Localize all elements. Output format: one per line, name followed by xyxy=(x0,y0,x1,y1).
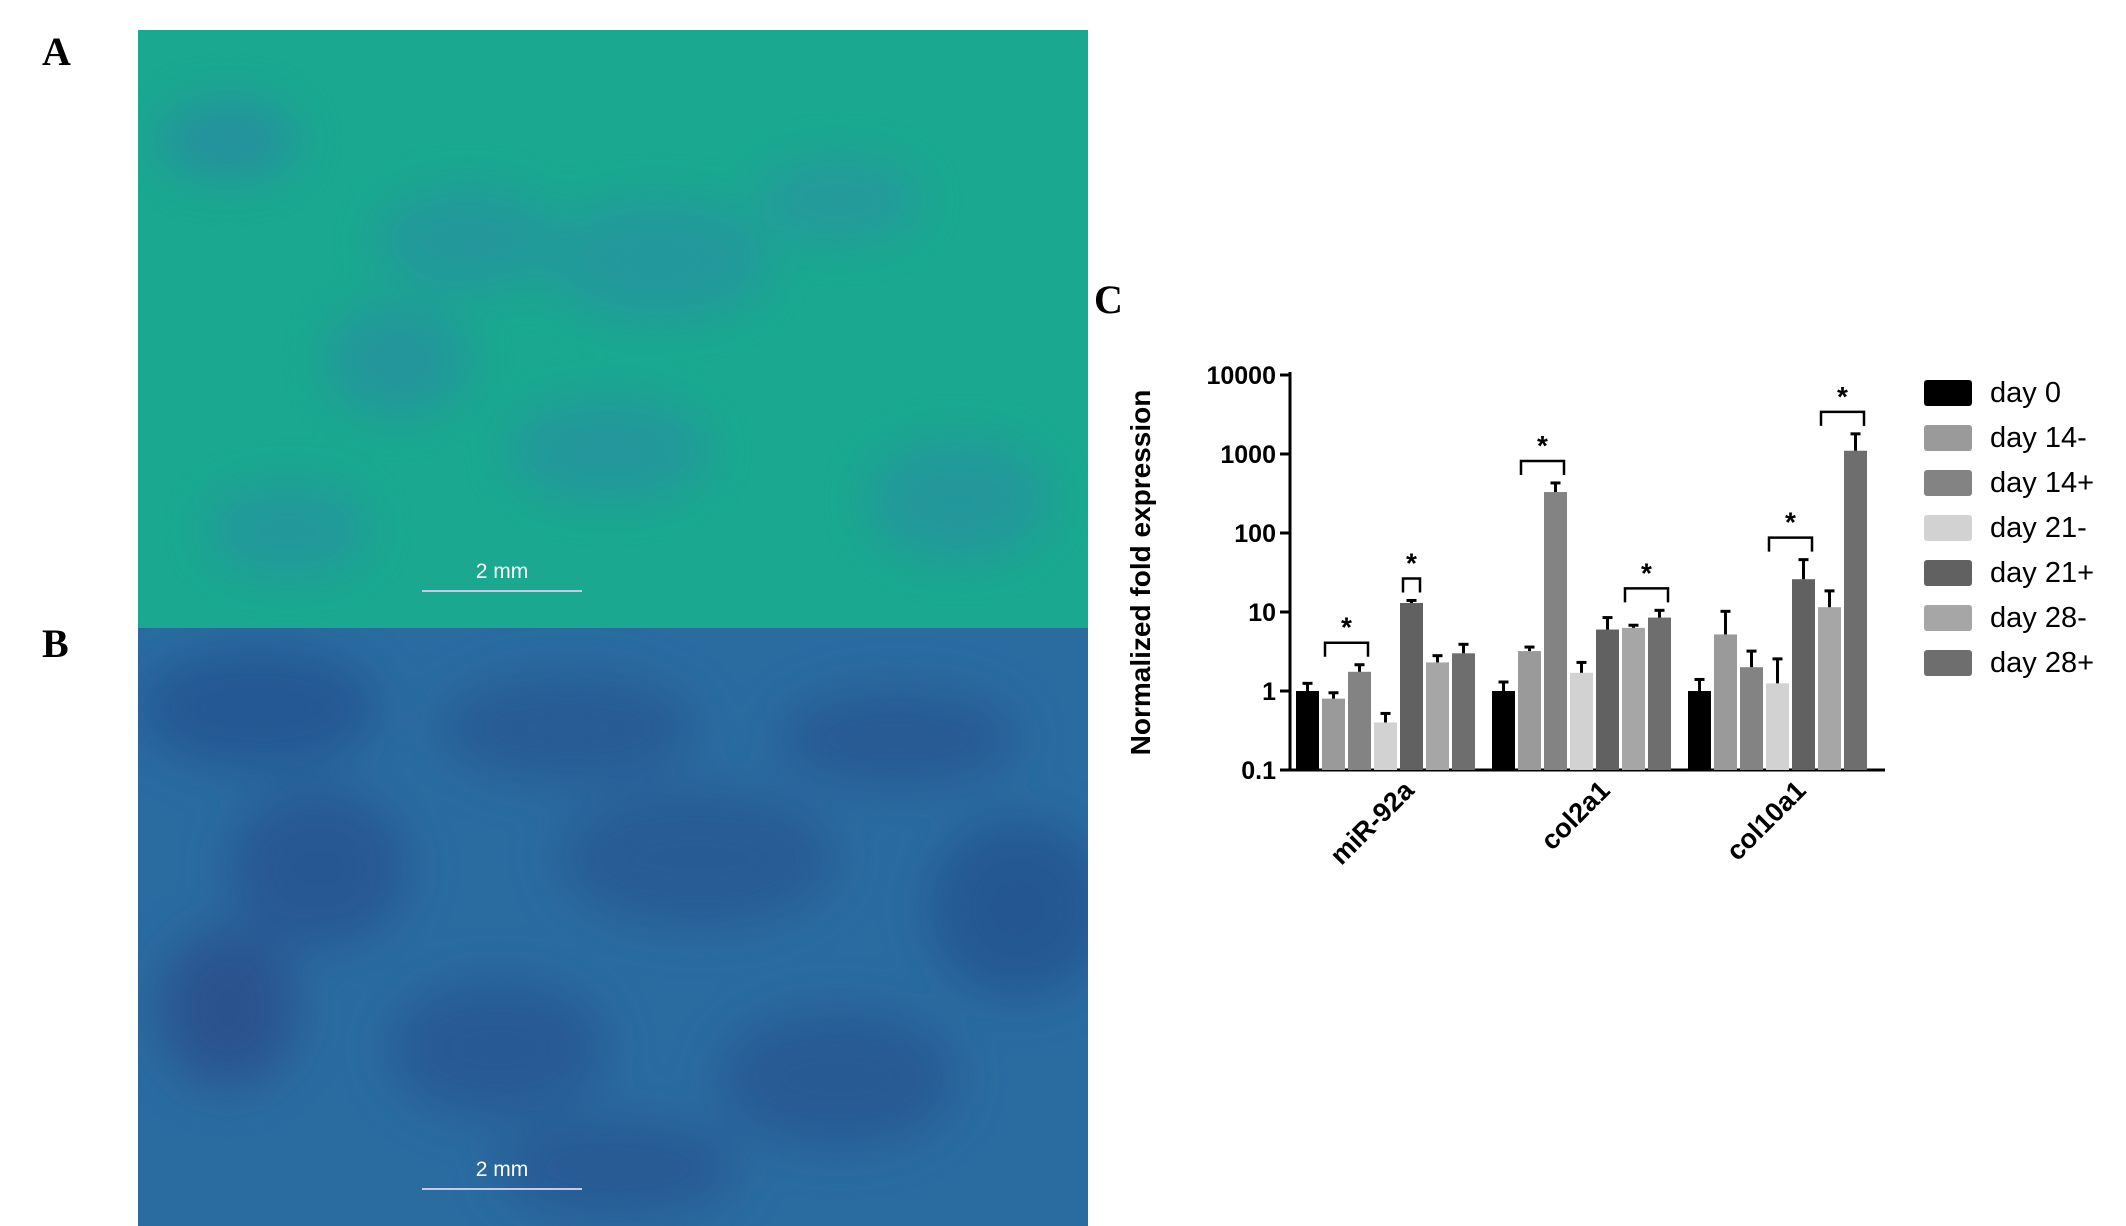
scalebar-a-label: 2 mm xyxy=(475,560,529,583)
legend-label: day 0 xyxy=(1990,377,2061,409)
bar xyxy=(1426,662,1449,770)
bar xyxy=(1596,629,1619,770)
bar-chart: Normalized fold expression 0.1 1 10 100 1000… xyxy=(1125,362,2094,871)
legend-swatch xyxy=(1924,560,1972,586)
bar xyxy=(1570,672,1593,770)
legend-swatch xyxy=(1924,605,1972,631)
significance-bracket xyxy=(1323,641,1370,657)
y-tick-label: 10 xyxy=(1248,599,1276,627)
bar xyxy=(1374,722,1397,770)
y-tick-label: 100 xyxy=(1234,520,1276,548)
y-axis-label: Normalized fold expression xyxy=(1125,390,1156,756)
y-tick-label: 1 xyxy=(1262,678,1276,706)
significance-bracket xyxy=(1767,536,1814,552)
bar xyxy=(1622,627,1645,770)
legend-label: day 21- xyxy=(1990,512,2087,544)
legend: day 0 day 14- day 14+ day 21- day 21+ day 28-… xyxy=(1924,377,2094,679)
panel-b-letter: B xyxy=(42,621,69,666)
micrograph-a-image xyxy=(138,30,1088,628)
bar xyxy=(1648,617,1671,770)
bar xyxy=(1766,683,1789,770)
significance-bracket xyxy=(1819,410,1866,426)
bar xyxy=(1844,450,1867,770)
legend-swatch xyxy=(1924,470,1972,496)
legend-label: day 28- xyxy=(1990,602,2087,634)
bar xyxy=(1740,667,1763,770)
legend-label: day 14- xyxy=(1990,422,2087,454)
bar xyxy=(1400,602,1423,770)
panel-c-letter: C xyxy=(1094,277,1123,322)
x-tick-label: miR-92a xyxy=(1324,774,1420,870)
significance-star: * xyxy=(1537,430,1548,461)
x-tick-label: col10a1 xyxy=(1720,775,1811,866)
legend-swatch xyxy=(1924,650,1972,676)
bar xyxy=(1322,698,1345,770)
bar xyxy=(1452,653,1475,770)
scalebar-a-line xyxy=(422,590,582,592)
significance-markers: * * * * * * xyxy=(1323,381,1866,657)
legend-swatch xyxy=(1924,380,1972,406)
significance-star: * xyxy=(1785,507,1796,538)
x-tick-label: col2a1 xyxy=(1535,775,1616,856)
significance-bracket xyxy=(1519,459,1566,475)
bar xyxy=(1688,691,1711,770)
bar xyxy=(1818,607,1841,770)
significance-bracket xyxy=(1401,577,1422,593)
micrograph-b xyxy=(138,628,1088,1226)
micrograph-b-image xyxy=(138,628,1088,1226)
legend-swatch xyxy=(1924,425,1972,451)
micrograph-a xyxy=(138,30,1088,628)
bars xyxy=(1296,432,1867,770)
legend-label: day 21+ xyxy=(1990,557,2094,589)
y-tick-label: 1000 xyxy=(1220,441,1276,469)
bar xyxy=(1544,492,1567,770)
bar xyxy=(1714,634,1737,770)
legend-label: day 14+ xyxy=(1990,467,2094,499)
scalebar-a: 2 mm xyxy=(422,560,582,592)
bar xyxy=(1492,691,1515,770)
significance-star: * xyxy=(1406,547,1417,578)
y-tick-label: 10000 xyxy=(1206,362,1276,390)
scalebar-b: 2 mm xyxy=(422,1158,582,1190)
significance-star: * xyxy=(1641,557,1652,588)
bar xyxy=(1792,579,1815,770)
significance-star: * xyxy=(1341,612,1352,643)
bar xyxy=(1518,651,1541,770)
legend-swatch xyxy=(1924,515,1972,541)
significance-bracket xyxy=(1623,587,1670,603)
significance-star: * xyxy=(1837,381,1848,412)
scalebar-b-line xyxy=(422,1188,582,1190)
legend-label: day 28+ xyxy=(1990,647,2094,679)
y-tick-label: 0.1 xyxy=(1241,757,1276,785)
bar xyxy=(1348,671,1371,770)
bar xyxy=(1296,691,1319,770)
scalebar-b-label: 2 mm xyxy=(475,1158,529,1181)
panel-a-letter: A xyxy=(42,29,71,74)
